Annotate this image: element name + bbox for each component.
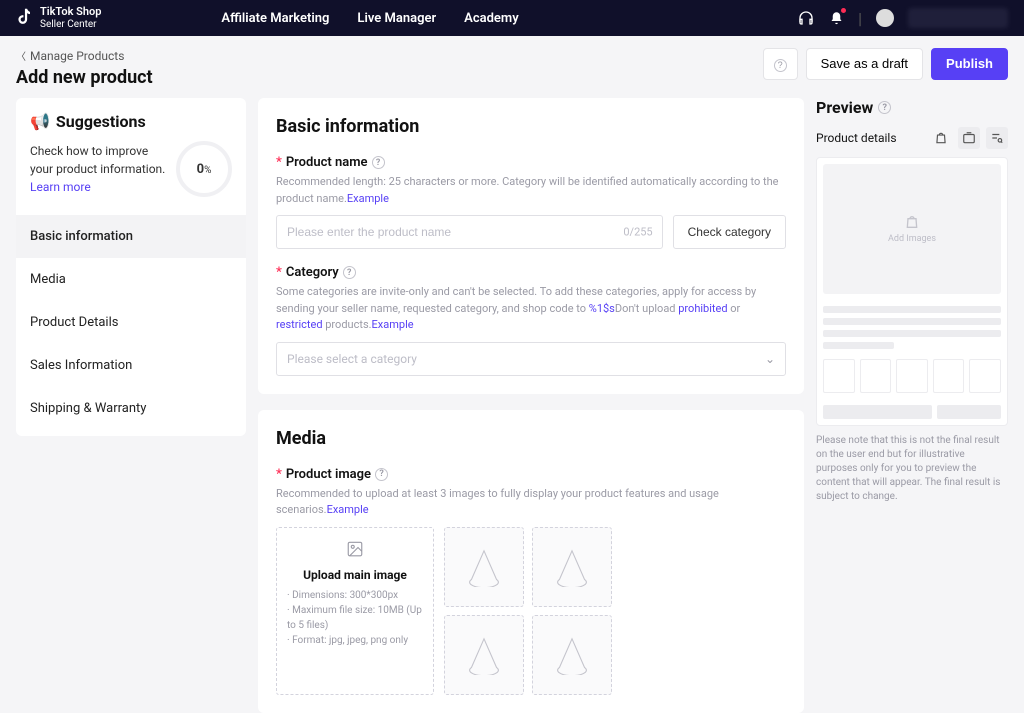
bag-icon xyxy=(934,131,948,145)
notification-icon[interactable] xyxy=(828,10,844,26)
sidenav-basic[interactable]: Basic information xyxy=(16,215,246,258)
bag-icon xyxy=(904,214,920,230)
basic-title: Basic information xyxy=(276,116,786,137)
live-icon xyxy=(962,131,976,145)
nav-link-academy[interactable]: Academy xyxy=(464,11,519,26)
preview-tab-search[interactable] xyxy=(986,127,1008,149)
suggestions-title: Suggestions xyxy=(56,112,146,131)
page-actions: ? Save as a draft Publish xyxy=(763,48,1008,80)
char-counter: 0/255 xyxy=(623,226,652,239)
image-icon xyxy=(346,540,364,558)
search-list-icon xyxy=(990,131,1004,145)
preview-title: Preview xyxy=(816,98,873,117)
field-product-name: *Product name? Recommended length: 25 ch… xyxy=(276,155,786,249)
image-slot[interactable] xyxy=(444,615,524,695)
image-thumbs xyxy=(444,527,612,695)
save-draft-button[interactable]: Save as a draft xyxy=(806,48,923,80)
megaphone-icon: 📢 xyxy=(30,112,50,131)
help-button[interactable]: ? xyxy=(763,48,798,80)
user-name-blur xyxy=(908,8,1008,28)
product-name-input[interactable] xyxy=(276,215,663,249)
preview-note: Please note that this is not the final r… xyxy=(816,434,1008,504)
breadcrumb[interactable]: 〈Manage Products xyxy=(16,48,153,63)
preview-image-slot: Add Images xyxy=(823,164,1001,294)
example-link[interactable]: Example xyxy=(372,318,414,331)
preview-tab-label: Product details xyxy=(816,131,924,145)
suggestions-card: 📢 Suggestions Check how to improve your … xyxy=(16,98,246,436)
media-title: Media xyxy=(276,428,786,449)
placeholder-icon xyxy=(554,547,590,587)
top-nav: TikTok Shop Seller Center Affiliate Mark… xyxy=(0,0,1024,36)
progress-ring: 0% xyxy=(176,141,232,197)
learn-more-link[interactable]: Learn more xyxy=(30,180,91,194)
help-icon[interactable]: ? xyxy=(343,266,356,279)
restricted-link[interactable]: restricted xyxy=(276,318,323,331)
help-icon[interactable]: ? xyxy=(375,468,388,481)
publish-button[interactable]: Publish xyxy=(931,48,1008,80)
preview-tab-live[interactable] xyxy=(958,127,980,149)
placeholder-icon xyxy=(466,547,502,587)
help-icon[interactable]: ? xyxy=(372,156,385,169)
placeholder-icon xyxy=(554,635,590,675)
upload-requirements: Dimensions: 300*300px Maximum file size:… xyxy=(287,588,423,648)
page-title: Add new product xyxy=(16,67,153,88)
image-slot[interactable] xyxy=(532,527,612,607)
upload-main-image[interactable]: Upload main image Dimensions: 300*300px … xyxy=(276,527,434,695)
prohibited-link[interactable]: prohibited xyxy=(678,302,727,315)
field-product-image: *Product image? Recommended to upload at… xyxy=(276,467,786,695)
image-slot[interactable] xyxy=(532,615,612,695)
brand-line1: TikTok Shop xyxy=(40,6,101,18)
sidenav-media[interactable]: Media xyxy=(16,258,246,301)
image-slot[interactable] xyxy=(444,527,524,607)
avatar[interactable] xyxy=(876,9,894,27)
logo[interactable]: TikTok Shop Seller Center xyxy=(16,6,101,29)
help-icon: ? xyxy=(774,59,787,72)
tiktok-icon xyxy=(16,8,34,28)
section-nav: Basic information Media Product Details … xyxy=(16,215,246,430)
sidenav-sales[interactable]: Sales Information xyxy=(16,344,246,387)
field-category: *Category? Some categories are invite-on… xyxy=(276,265,786,376)
nav-right: | xyxy=(798,8,1008,28)
sidenav-shipping[interactable]: Shipping & Warranty xyxy=(16,387,246,430)
help-icon[interactable]: ? xyxy=(878,101,891,114)
chevron-left-icon: 〈 xyxy=(16,48,26,63)
preview-panel: Preview? Product details Add Images xyxy=(816,98,1008,713)
media-card: Media *Product image? Recommended to upl… xyxy=(258,410,804,713)
suggestions-text: Check how to improve your product inform… xyxy=(30,142,168,196)
basic-info-card: Basic information *Product name? Recomme… xyxy=(258,98,804,394)
support-icon[interactable] xyxy=(798,10,814,26)
product-image-hint: Recommended to upload at least 3 images … xyxy=(276,486,786,519)
brand-line2: Seller Center xyxy=(40,19,101,30)
chevron-down-icon: ⌄ xyxy=(765,352,775,366)
placeholder-icon xyxy=(466,635,502,675)
example-link[interactable]: Example xyxy=(327,503,369,516)
preview-tab-bag[interactable] xyxy=(930,127,952,149)
example-link[interactable]: Example xyxy=(347,192,389,205)
nav-link-live[interactable]: Live Manager xyxy=(357,11,436,26)
category-select[interactable]: Please select a category ⌄ xyxy=(276,342,786,376)
nav-links: Affiliate Marketing Live Manager Academy xyxy=(221,11,518,26)
sidenav-details[interactable]: Product Details xyxy=(16,301,246,344)
nav-link-affiliate[interactable]: Affiliate Marketing xyxy=(221,11,329,26)
product-name-hint: Recommended length: 25 characters or mor… xyxy=(276,174,786,207)
preview-mock: Add Images xyxy=(816,157,1008,426)
check-category-button[interactable]: Check category xyxy=(673,215,786,249)
category-hint: Some categories are invite-only and can'… xyxy=(276,284,786,334)
